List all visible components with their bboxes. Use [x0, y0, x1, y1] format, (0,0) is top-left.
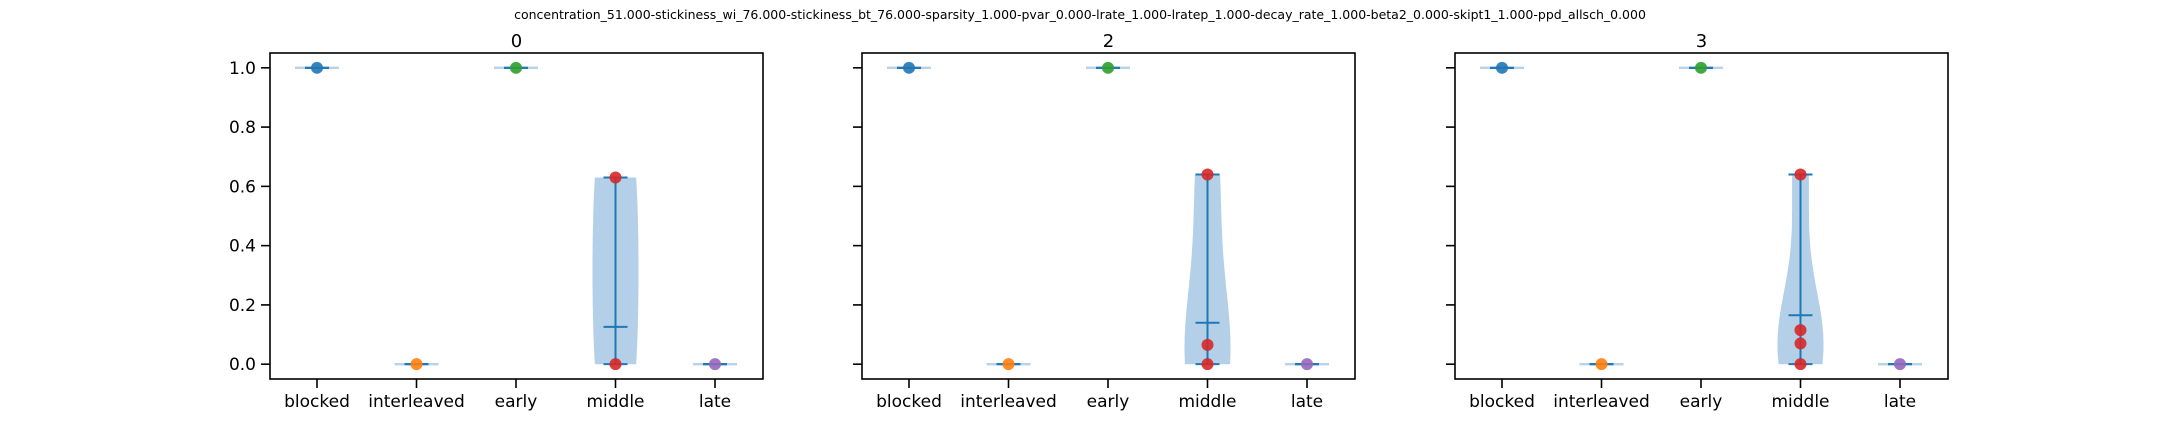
panel-title: 3: [1696, 31, 1707, 52]
panel-title: 2: [1103, 31, 1114, 52]
x-tick-label-blocked: blocked: [876, 392, 942, 412]
x-tick-label-late: late: [699, 392, 731, 412]
y-tick-label: 0.4: [229, 237, 256, 257]
y-tick-label: 1.0: [229, 59, 256, 79]
x-tick-label-late: late: [1291, 392, 1323, 412]
data-point-interleaved-0: [1002, 358, 1015, 371]
y-tick-label: 0.8: [229, 118, 256, 138]
data-point-blocked-0: [903, 61, 915, 74]
data-point-middle-3: [1794, 168, 1807, 181]
x-tick-label-early: early: [1680, 392, 1723, 412]
data-point-late-0: [1894, 358, 1906, 371]
x-tick-label-early: early: [1087, 392, 1130, 412]
axes-frame: [269, 52, 764, 380]
chart-panel-0: 0.0 0.2 0.4 0.6 0.8 1.0 blocked interleaved earl…: [229, 31, 764, 412]
data-point-middle-1: [1201, 338, 1214, 351]
y-tick-label: 0.0: [229, 355, 256, 375]
data-point-late-0: [1301, 358, 1313, 371]
x-tick-label-middle: middle: [586, 392, 644, 412]
x-tick-label-interleaved: interleaved: [960, 392, 1057, 412]
panel-title: 0: [511, 31, 522, 52]
data-point-middle-0: [609, 358, 622, 371]
data-point-interleaved-0: [1595, 358, 1608, 371]
x-tick-label-interleaved: interleaved: [368, 392, 465, 412]
data-point-middle-2: [1794, 324, 1807, 337]
axes-frame: [1454, 52, 1949, 380]
data-point-early-0: [1695, 61, 1707, 74]
x-tick-label-early: early: [495, 392, 538, 412]
data-point-middle-0: [1794, 358, 1807, 371]
data-point-early-0: [510, 61, 522, 74]
axes-frame: [861, 52, 1356, 380]
data-point-blocked-0: [1496, 61, 1508, 74]
chart-panel-3: blocked interleaved early middle late 3: [1446, 31, 1949, 412]
y-tick-label: 0.6: [229, 177, 256, 197]
data-point-middle-1: [609, 171, 622, 184]
x-tick-label-blocked: blocked: [1469, 392, 1535, 412]
y-tick-label: 0.2: [229, 296, 256, 316]
figure-title: concentration_51.000-stickiness_wi_76.00…: [514, 7, 1646, 22]
data-point-middle-2: [1201, 168, 1214, 181]
data-point-middle-0: [1201, 358, 1214, 371]
data-point-early-0: [1102, 61, 1114, 74]
data-point-middle-1: [1794, 337, 1807, 350]
x-tick-label-blocked: blocked: [284, 392, 350, 412]
data-point-interleaved-0: [410, 358, 423, 371]
data-point-late-0: [709, 358, 721, 371]
chart-panel-2: blocked interleaved early middle late 2: [853, 31, 1356, 412]
x-tick-label-middle: middle: [1771, 392, 1829, 412]
x-tick-label-late: late: [1884, 392, 1916, 412]
x-tick-label-middle: middle: [1178, 392, 1236, 412]
x-tick-label-interleaved: interleaved: [1553, 392, 1650, 412]
data-point-blocked-0: [311, 61, 323, 74]
